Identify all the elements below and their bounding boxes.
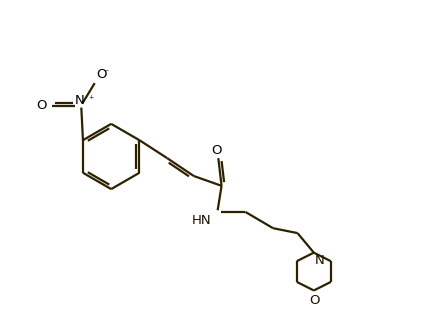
- Text: ⁻: ⁻: [104, 68, 109, 78]
- Text: ⁺: ⁺: [88, 95, 93, 105]
- Text: O: O: [36, 99, 46, 112]
- Text: HN: HN: [191, 214, 211, 227]
- Text: O: O: [308, 294, 319, 307]
- Text: N: N: [314, 254, 323, 267]
- Text: N: N: [75, 94, 84, 107]
- Text: O: O: [211, 144, 221, 157]
- Text: O: O: [96, 68, 106, 81]
